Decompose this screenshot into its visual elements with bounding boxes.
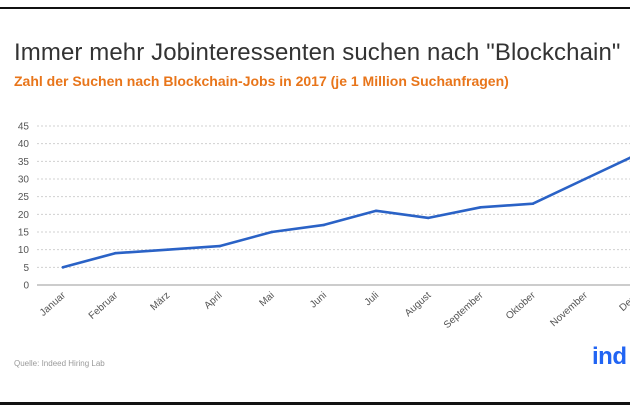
- y-tick-label: 40: [18, 139, 30, 150]
- y-tick-label: 35: [18, 157, 30, 168]
- x-tick-label: März: [149, 290, 173, 313]
- y-tick-label: 30: [18, 175, 30, 186]
- x-tick-label: Mai: [257, 290, 276, 309]
- data-point: [479, 205, 482, 209]
- data-point: [583, 177, 587, 181]
- x-tick-label: Juni: [308, 290, 329, 310]
- y-tick-label: 10: [18, 245, 30, 256]
- x-tick-label: Februar: [87, 290, 121, 322]
- x-tick-label: Deze: [617, 290, 630, 314]
- chart-subtitle: Zahl der Suchen nach Blockchain-Jobs in …: [14, 73, 509, 89]
- y-tick-label: 25: [18, 192, 30, 203]
- y-tick-label: 5: [23, 263, 29, 274]
- series-line: [61, 156, 630, 269]
- y-tick-label: 15: [18, 228, 30, 239]
- x-tick-label: Januar: [38, 290, 69, 319]
- data-point: [61, 266, 65, 269]
- x-tick-label: September: [442, 290, 486, 331]
- data-point: [531, 202, 535, 206]
- chart-title: Immer mehr Jobinteressenten suchen nach …: [14, 39, 621, 66]
- data-point: [427, 216, 430, 220]
- data-point: [374, 209, 378, 213]
- y-tick-label: 45: [18, 122, 30, 133]
- bottom-border: [0, 402, 630, 405]
- y-tick-label: 0: [23, 281, 29, 292]
- data-point: [270, 230, 274, 234]
- indeed-logo: ind: [592, 343, 627, 370]
- data-point: [113, 251, 117, 255]
- source-note: Quelle: Indeed Hiring Lab: [14, 359, 105, 368]
- x-tick-label: Oktober: [504, 290, 538, 322]
- y-tick-label: 20: [18, 210, 30, 221]
- data-point: [166, 248, 169, 251]
- x-tick-label: November: [548, 290, 590, 329]
- data-point: [218, 244, 221, 248]
- x-tick-label: August: [403, 290, 434, 319]
- top-border: [0, 7, 630, 9]
- x-tick-label: April: [202, 290, 224, 312]
- data-point: [322, 223, 326, 227]
- x-tick-label: Juli: [363, 290, 382, 308]
